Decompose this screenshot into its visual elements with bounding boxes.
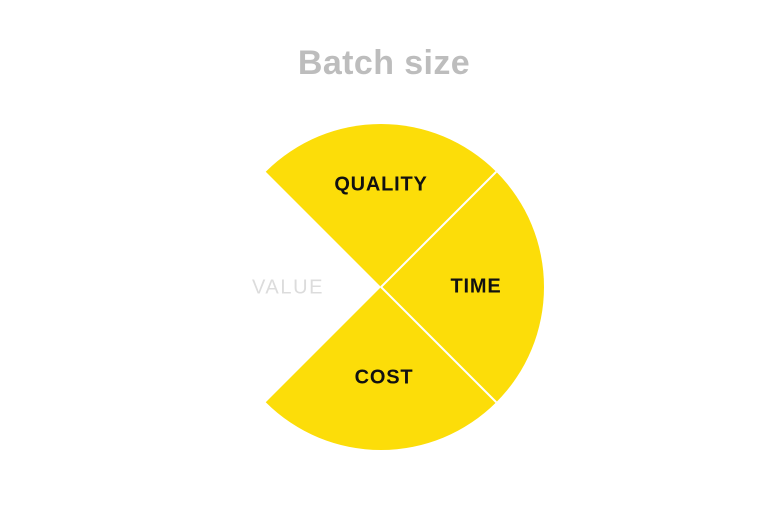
chart-title: Batch size: [297, 44, 471, 82]
pie-slice-label-time: TIME: [450, 275, 502, 298]
divider-quality-time: [380, 171, 497, 288]
pie-slice-quality[interactable]: [265, 124, 497, 288]
pie-slice-label-quality: QUALITY: [334, 173, 428, 196]
pie-slice-label-cost: COST: [354, 366, 414, 389]
divider-time-cost: [380, 286, 497, 403]
pie-slice-cost[interactable]: [265, 287, 497, 451]
pie-gap-label-value: VALUE: [251, 276, 325, 299]
pie-slices: [265, 124, 544, 451]
pie-slice-dividers: [380, 171, 497, 403]
pie-slice-time[interactable]: [381, 171, 544, 403]
